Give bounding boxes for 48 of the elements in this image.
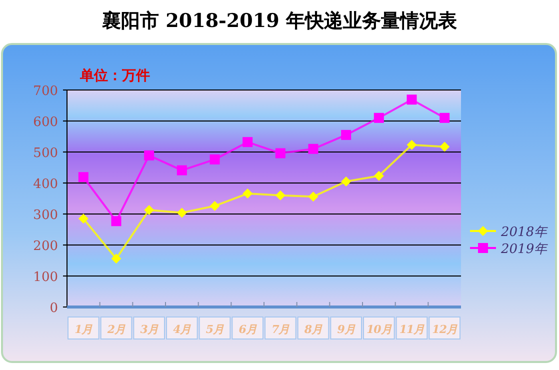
x-tick-label: 5月 [206,323,224,336]
x-tick-label: 7月 [272,323,290,336]
point [440,112,450,123]
point [144,150,154,160]
point [341,130,352,140]
chart-subtitle: 单位：万件 [79,68,150,84]
point [78,172,88,182]
point [406,94,417,105]
x-tick-label: 2月 [106,323,126,336]
x-tick-label: 11月 [399,323,425,336]
point [210,200,220,211]
point [111,216,122,226]
x-tick-label: 8月 [303,323,323,336]
point [275,148,286,158]
point [176,208,187,218]
legend-label: 2018年 [500,225,548,240]
y-tick-label: 500 [33,146,58,161]
y-tick-label: 100 [33,270,58,285]
chart-title: 襄阳市 2018-2019 年快递业务量情况表 [102,10,458,32]
x-tick-label: 9月 [337,323,356,336]
point [210,154,220,164]
y-tick-label: 700 [33,84,58,99]
point [144,204,154,215]
y-tick-label: 0 [50,301,58,316]
point [242,137,253,148]
legend-label: 2019年 [500,242,548,257]
x-tick-label: 4月 [173,323,192,336]
point [308,144,318,154]
point [374,170,384,181]
x-tick-label: 12月 [432,323,458,336]
point [341,176,352,186]
y-tick-label: 300 [33,208,58,223]
point [111,254,122,264]
point [275,190,286,200]
y-tick-label: 200 [33,239,58,254]
point [176,165,187,176]
y-tick-label: 400 [33,177,58,192]
point [308,192,318,202]
point [406,140,417,150]
x-tick-label: 1月 [74,323,93,336]
point [374,112,384,123]
point [242,188,253,199]
x-tick-label: 3月 [140,323,158,336]
point [78,214,88,224]
x-tick-label: 6月 [238,323,257,336]
x-tick-label: 10月 [366,323,392,336]
point [440,142,450,152]
y-tick-label: 600 [33,115,58,130]
